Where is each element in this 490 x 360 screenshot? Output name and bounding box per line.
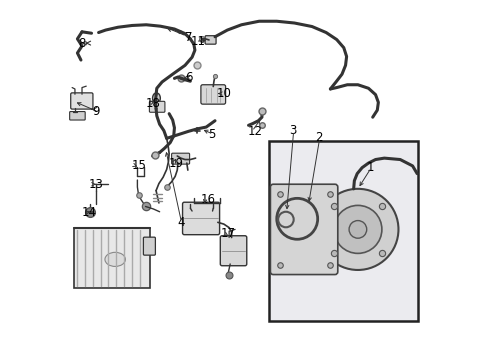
- Circle shape: [349, 221, 367, 238]
- FancyBboxPatch shape: [183, 202, 220, 235]
- FancyBboxPatch shape: [201, 85, 225, 104]
- FancyBboxPatch shape: [205, 36, 216, 44]
- FancyBboxPatch shape: [144, 237, 155, 255]
- Text: 4: 4: [177, 216, 185, 229]
- Text: 6: 6: [185, 71, 193, 84]
- Text: 17: 17: [220, 227, 235, 240]
- FancyBboxPatch shape: [220, 236, 247, 266]
- Text: 7: 7: [185, 31, 193, 44]
- Text: 1: 1: [367, 161, 374, 174]
- Text: 15: 15: [131, 159, 147, 172]
- FancyBboxPatch shape: [70, 112, 85, 120]
- Text: 16: 16: [200, 193, 215, 206]
- Text: 14: 14: [82, 206, 97, 219]
- Circle shape: [334, 206, 382, 253]
- Text: 9: 9: [93, 105, 100, 118]
- Text: 3: 3: [289, 124, 296, 137]
- FancyBboxPatch shape: [74, 228, 150, 288]
- FancyBboxPatch shape: [270, 184, 338, 275]
- Ellipse shape: [152, 93, 160, 103]
- Text: 13: 13: [89, 178, 104, 191]
- Text: 5: 5: [208, 128, 215, 141]
- FancyBboxPatch shape: [149, 101, 165, 112]
- FancyBboxPatch shape: [71, 93, 93, 109]
- Circle shape: [318, 189, 398, 270]
- Text: 10: 10: [217, 87, 232, 100]
- Text: 11: 11: [190, 35, 205, 48]
- Text: 8: 8: [78, 37, 86, 50]
- Text: 19: 19: [169, 157, 184, 170]
- Ellipse shape: [105, 252, 125, 266]
- Text: 2: 2: [316, 131, 323, 144]
- Text: 12: 12: [248, 125, 263, 138]
- Text: 18: 18: [146, 96, 160, 109]
- Bar: [269, 141, 418, 321]
- FancyBboxPatch shape: [172, 153, 190, 164]
